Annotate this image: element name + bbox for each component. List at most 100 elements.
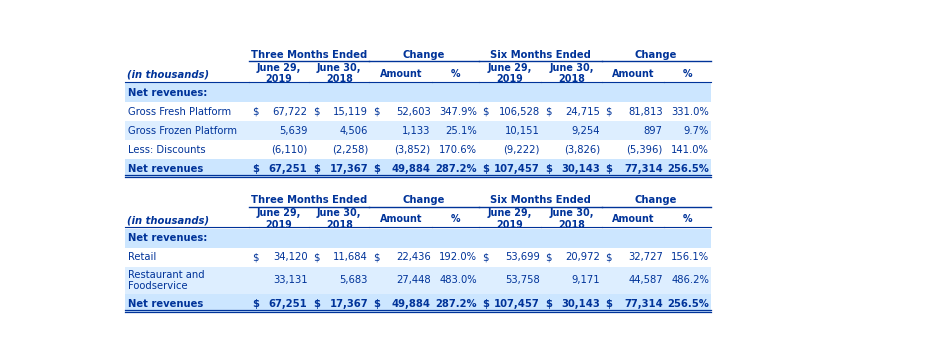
Text: 106,528: 106,528 [498,107,540,117]
Text: Change: Change [403,50,445,60]
Text: Six Months Ended: Six Months Ended [490,195,591,205]
Text: 9,171: 9,171 [572,275,600,285]
Text: $: $ [313,252,320,262]
Text: Three Months Ended: Three Months Ended [251,195,367,205]
Text: %: % [683,69,692,79]
Text: Net revenues: Net revenues [127,164,203,174]
Text: 22,436: 22,436 [396,252,431,262]
Text: $: $ [545,252,552,262]
Text: $: $ [252,252,259,262]
Text: 32,727: 32,727 [628,252,663,262]
Text: 67,251: 67,251 [269,299,307,309]
Text: $: $ [373,252,379,262]
Text: 34,120: 34,120 [273,252,307,262]
Text: Gross Frozen Platform: Gross Frozen Platform [127,126,237,136]
Text: $: $ [252,299,260,309]
Text: June 30,
2018: June 30, 2018 [549,63,593,84]
Text: $: $ [482,299,489,309]
Text: Change: Change [635,195,677,205]
Bar [125,248,710,267]
Text: 287.2%: 287.2% [436,164,477,174]
Bar [125,159,710,178]
Text: 52,603: 52,603 [396,107,431,117]
Text: 11,684: 11,684 [333,252,368,262]
Text: 33,131: 33,131 [273,275,307,285]
Text: 24,715: 24,715 [565,107,600,117]
Text: June 30,
2018: June 30, 2018 [549,208,593,229]
Text: 287.2%: 287.2% [436,299,477,309]
Text: June 29,
2019: June 29, 2019 [488,208,532,229]
Text: June 29,
2019: June 29, 2019 [257,208,301,229]
Text: $: $ [313,299,320,309]
Text: June 30,
2018: June 30, 2018 [317,63,361,84]
Text: 141.0%: 141.0% [671,145,709,155]
Text: (9,222): (9,222) [503,145,540,155]
Text: 30,143: 30,143 [561,164,600,174]
Text: 107,457: 107,457 [494,164,540,174]
Text: Less: Discounts: Less: Discounts [127,145,205,155]
Text: June 29,
2019: June 29, 2019 [257,63,301,84]
Text: Retail: Retail [127,252,156,262]
Text: 9,254: 9,254 [572,126,600,136]
Bar [125,103,710,121]
Text: (5,396): (5,396) [627,145,663,155]
Text: $: $ [373,164,380,174]
Text: Amount: Amount [611,214,654,224]
Text: $: $ [605,107,611,117]
Text: 1,133: 1,133 [402,126,431,136]
Text: 10,151: 10,151 [505,126,540,136]
Text: Change: Change [635,50,677,60]
Text: $: $ [252,164,260,174]
Text: 256.5%: 256.5% [668,164,709,174]
Text: Restaurant and
Foodservice: Restaurant and Foodservice [127,270,204,291]
Text: 256.5%: 256.5% [668,299,709,309]
Text: %: % [451,69,460,79]
Text: 331.0%: 331.0% [671,107,709,117]
Text: $: $ [545,164,552,174]
Text: Gross Fresh Platform: Gross Fresh Platform [127,107,231,117]
Text: 49,884: 49,884 [392,164,431,174]
Text: Net revenues: Net revenues [127,299,203,309]
Bar [125,267,710,294]
Text: 483.0%: 483.0% [439,275,477,285]
Text: $: $ [605,252,611,262]
Text: 170.6%: 170.6% [439,145,477,155]
Text: Amount: Amount [611,69,654,79]
Text: (6,110): (6,110) [271,145,307,155]
Text: $: $ [482,164,489,174]
Text: 486.2%: 486.2% [671,275,709,285]
Text: 53,699: 53,699 [505,252,540,262]
Text: 77,314: 77,314 [624,164,663,174]
Text: 192.0%: 192.0% [439,252,477,262]
Text: 44,587: 44,587 [629,275,663,285]
Text: Net revenues:: Net revenues: [127,233,207,243]
Bar [125,83,710,103]
Text: 81,813: 81,813 [629,107,663,117]
Text: 5,639: 5,639 [279,126,307,136]
Text: $: $ [482,107,489,117]
Text: 49,884: 49,884 [392,299,431,309]
Text: $: $ [313,164,320,174]
Text: (3,852): (3,852) [395,145,431,155]
Text: June 30,
2018: June 30, 2018 [317,208,361,229]
Text: $: $ [545,107,552,117]
Text: (2,258): (2,258) [332,145,368,155]
Text: (in thousands): (in thousands) [127,215,209,225]
Text: 9.7%: 9.7% [684,126,709,136]
Text: Amount: Amount [379,69,422,79]
Text: $: $ [313,107,320,117]
Text: $: $ [605,164,612,174]
Text: 67,251: 67,251 [269,164,307,174]
Text: 53,758: 53,758 [505,275,540,285]
Text: 107,457: 107,457 [494,299,540,309]
Text: 347.9%: 347.9% [439,107,477,117]
Text: $: $ [482,252,489,262]
Text: Six Months Ended: Six Months Ended [490,50,591,60]
Text: (in thousands): (in thousands) [127,70,209,80]
Bar [125,121,710,141]
Text: 17,367: 17,367 [329,299,368,309]
Text: $: $ [545,299,552,309]
Text: (3,826): (3,826) [564,145,600,155]
Text: 4,506: 4,506 [340,126,368,136]
Bar [125,229,710,248]
